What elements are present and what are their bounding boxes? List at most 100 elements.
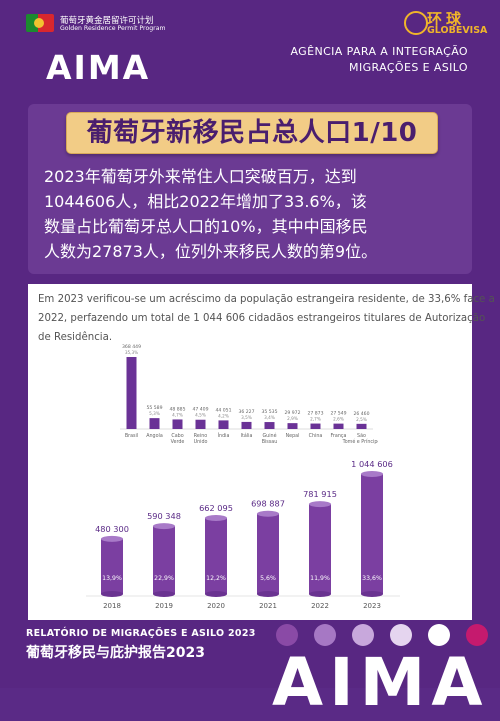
chart-bar [287, 423, 298, 429]
bar-percent-label: 2,6% [333, 417, 344, 422]
chart-bar [257, 513, 279, 594]
chart-bar [310, 423, 321, 429]
category-tick-label: Nepal [286, 433, 300, 439]
chart-bar [241, 421, 252, 429]
bar-value-label: 698 887 [251, 499, 285, 509]
bar-percent-label: 4,2% [218, 413, 229, 418]
bar-value-label: 35 535 [261, 409, 277, 415]
bar-percent-label: 13,9% [102, 575, 122, 582]
chart-bar [205, 517, 227, 594]
bar-value-label: 44 051 [215, 407, 231, 413]
bar-base [205, 591, 227, 597]
bar-value-label: 781 915 [303, 489, 337, 499]
summary-line: 2023年葡萄牙外来常住人口突破百万，达到 [44, 167, 357, 186]
report-line: de Residência. [38, 332, 113, 343]
chart-bar [101, 538, 123, 594]
chart-bar [264, 422, 275, 429]
footer-report-title-cn: 葡萄牙移民与庇护报告2023 [26, 645, 205, 661]
bar-value-label: 662 095 [199, 503, 233, 513]
report-line: 2022, perfazendo um total de 1 044 606 c… [38, 313, 486, 324]
page-title: 葡萄牙新移民占总人口1/10 [86, 118, 418, 148]
category-tick-label: França [331, 433, 347, 439]
chart-bar [149, 418, 160, 429]
category-tick-label: Guiné [262, 432, 276, 439]
portugal-flag-icon [26, 14, 54, 32]
bar-percent-label: 3,4% [264, 415, 275, 420]
aima-logo-large: AIMA [272, 644, 489, 721]
category-tick-label: Índia [218, 432, 230, 439]
category-tick-label: Cabo [171, 433, 183, 439]
summary-line: 人数为27873人，位列外来移民人数的第9位。 [44, 242, 378, 261]
globevisa-logo-en: GLOBEVISA [427, 25, 488, 36]
bar-percent-label: 4,5% [195, 413, 206, 418]
chart-bar [172, 419, 183, 429]
bar-cap [101, 535, 123, 542]
year-tick-label: 2021 [259, 602, 277, 610]
globe-icon [404, 11, 428, 35]
bar-cap [309, 501, 331, 508]
report-line: Em 2023 verificou-se um acréscimo da pop… [38, 294, 495, 305]
report-excerpt: Em 2023 verificou-se um acréscimo da pop… [28, 284, 495, 620]
chart-bar [218, 420, 229, 429]
decor-dot [466, 624, 488, 646]
category-tick-label: Angola [146, 433, 163, 439]
bar-percent-label: 2,5% [356, 417, 367, 422]
bar-cap [205, 514, 227, 521]
category-tick-label: Unido [194, 439, 208, 445]
chart-bar [361, 474, 383, 594]
bar-value-label: 36 227 [238, 409, 254, 415]
report-text: Em 2023 verificou-se um acréscimo da pop… [38, 290, 495, 347]
year-tick-label: 2020 [207, 602, 225, 610]
chart-bar [195, 419, 206, 429]
yearly-bar-chart: 480 300 13,9% 2018 590 348 22,9% 2019 662 095 1… [86, 459, 400, 610]
bar-percent-label: 12,2% [206, 575, 226, 582]
bar-value-label: 480 300 [95, 524, 129, 534]
decor-dot [314, 624, 336, 646]
category-tick-label: Reino [194, 433, 207, 439]
chart-bar [309, 504, 331, 594]
summary-paragraph: 2023年葡萄牙外来常住人口突破百万，达到 1044606人，相比2022年增加… [44, 164, 464, 264]
chart-bar [153, 526, 175, 594]
chart-bar [126, 357, 137, 429]
bar-percent-label: 11,9% [310, 575, 330, 582]
program-title-cn: 葡萄牙黄金居留许可计划 [60, 16, 154, 26]
bar-base [257, 591, 279, 597]
bar-percent-label: 3,5% [241, 415, 252, 420]
bar-value-label: 26 460 [353, 411, 369, 417]
bar-value-label: 47 409 [192, 407, 208, 413]
bar-percent-label: 2,7% [310, 417, 321, 422]
bar-value-label: 1 044 606 [351, 459, 393, 469]
decor-dot [428, 624, 450, 646]
bar-value-label: 29 972 [284, 410, 300, 416]
bar-cap [361, 471, 383, 477]
bar-value-label: 27 873 [307, 411, 323, 417]
chart-bar [333, 423, 344, 429]
category-tick-label: Brasil [125, 433, 138, 439]
bar-value-label: 27 549 [330, 411, 346, 417]
chart-bar [356, 423, 367, 429]
bar-value-label: 48 885 [169, 406, 185, 412]
bar-percent-label: 4,7% [172, 412, 183, 417]
bar-percent-label: 2,9% [287, 416, 298, 421]
bar-percent-label: 5,6% [260, 575, 276, 582]
year-tick-label: 2018 [103, 602, 121, 610]
bar-base [101, 591, 123, 597]
bar-percent-label: 22,9% [154, 575, 174, 582]
agency-line-1: AGÊNCIA PARA A INTEGRAÇÃO [290, 45, 468, 58]
category-tick-label: Itália [241, 432, 253, 439]
bar-value-label: 368 449 [122, 344, 141, 350]
bar-value-label: 590 348 [147, 511, 181, 521]
footer-report-title-pt: RELATÓRIO DE MIGRAÇÕES E ASILO 2023 [26, 628, 256, 639]
bar-percent-label: 35,3% [125, 350, 138, 355]
category-tick-label: Bissau [262, 439, 278, 445]
bar-base [309, 591, 331, 597]
year-tick-label: 2019 [155, 602, 173, 610]
decor-dot [352, 624, 374, 646]
program-title-en: Golden Residence Permit Program [60, 25, 166, 32]
bar-percent-label: 5,3% [149, 411, 160, 416]
bar-cap [257, 510, 279, 517]
bar-cap [153, 523, 175, 530]
bar-percent-label: 33,6% [362, 575, 382, 582]
year-tick-label: 2022 [311, 602, 329, 610]
